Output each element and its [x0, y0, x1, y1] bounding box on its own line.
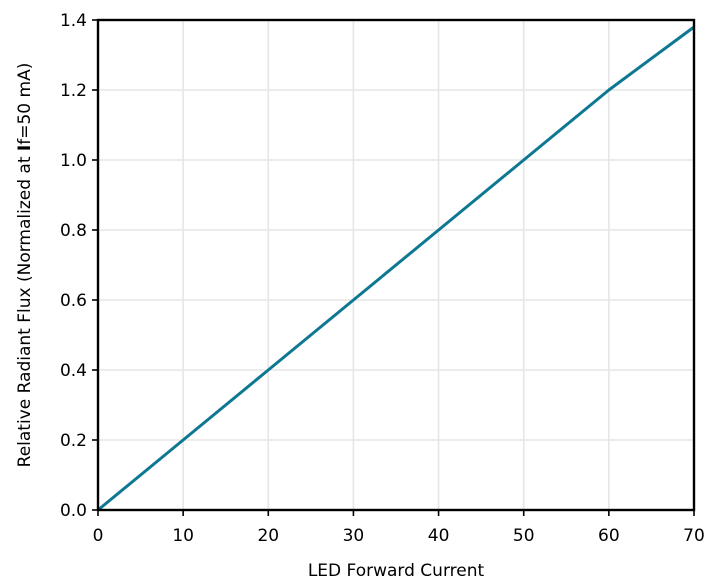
y-tick-label: 0.8 [60, 221, 87, 241]
x-tick-label: 50 [513, 526, 535, 546]
y-axis-title-before: Relative Radiant Flux (Normalized at [15, 151, 35, 467]
x-tick-label: 70 [683, 526, 705, 546]
grid [98, 20, 694, 510]
y-axis-ticks: 0.0 0.2 0.4 0.6 0.8 1.0 1.2 1.4 [60, 11, 98, 521]
y-tick-label: 0.0 [60, 501, 87, 521]
x-tick-label: 60 [598, 526, 620, 546]
y-tick-label: 0.4 [60, 361, 87, 381]
x-tick-label: 10 [172, 526, 194, 546]
x-axis-ticks: 0 10 20 30 40 50 60 70 [93, 510, 705, 546]
y-axis-title-bold: I [15, 145, 35, 151]
y-tick-label: 1.4 [60, 11, 87, 31]
y-tick-label: 1.2 [60, 81, 87, 101]
x-tick-label: 30 [343, 526, 365, 546]
series-layer [97, 25, 695, 512]
x-axis-title: LED Forward Current [308, 561, 485, 581]
plot-frame [96, 18, 696, 512]
x-tick-label: 20 [257, 526, 279, 546]
x-tick-label: 40 [428, 526, 450, 546]
y-tick-label: 1.0 [60, 151, 87, 171]
y-axis-title: Relative Radiant Flux (Normalized at If=… [15, 63, 35, 468]
y-tick-label: 0.6 [60, 291, 87, 311]
series-line [97, 25, 695, 512]
x-tick-label: 0 [93, 526, 104, 546]
y-tick-label: 0.2 [60, 431, 87, 451]
y-axis-title-after: f=50 mA) [15, 63, 35, 145]
